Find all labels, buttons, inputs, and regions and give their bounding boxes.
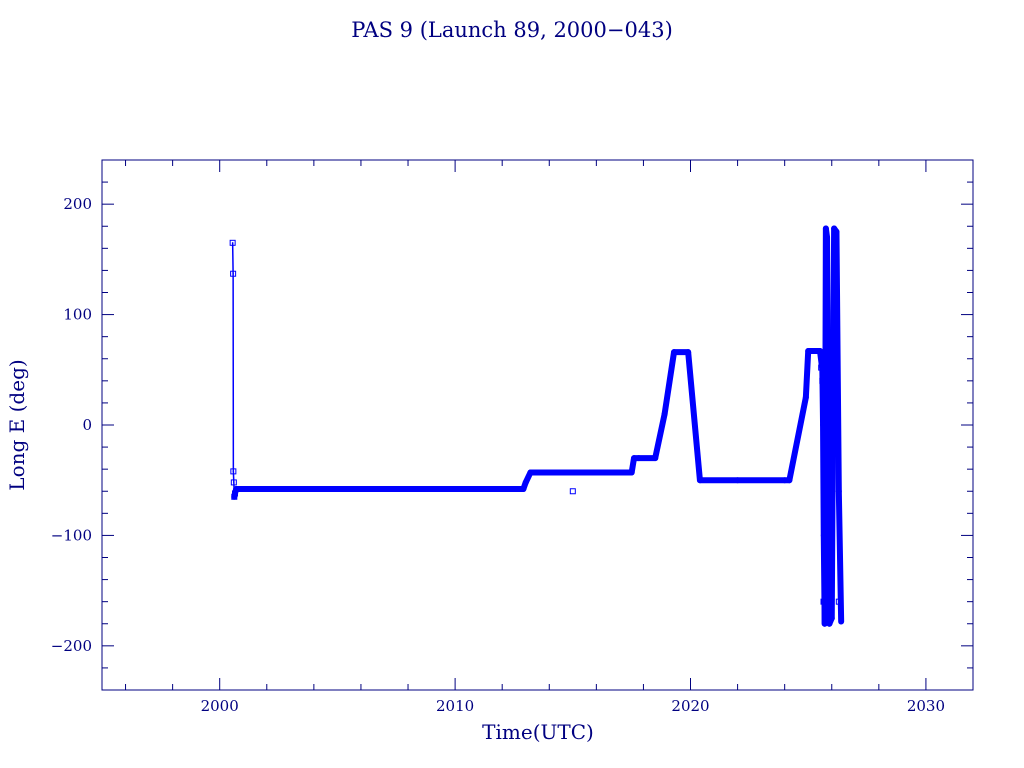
- y-tick-labels: 200 100 0 −100 −200: [51, 195, 92, 655]
- series-point: [230, 468, 237, 475]
- series-point: [569, 488, 576, 495]
- series-point: [230, 270, 237, 277]
- series-point: [231, 493, 238, 500]
- series-point: [820, 598, 827, 605]
- series-segment: [828, 422, 836, 622]
- y-axis-label: Long E (deg): [5, 359, 29, 490]
- x-tick-label: 2020: [671, 697, 709, 715]
- series-segment: [816, 348, 826, 373]
- series-segment: [652, 410, 668, 462]
- x-tick-label: 2030: [907, 697, 945, 715]
- series-group: [229, 225, 845, 627]
- x-axis-label: Time(UTC): [482, 720, 594, 744]
- series-segment: [786, 394, 809, 484]
- series-point: [819, 377, 826, 384]
- x-tick-label: 2010: [436, 697, 474, 715]
- minor-ticks: [102, 159, 974, 691]
- series-segment: [833, 228, 842, 495]
- series-segment: [835, 488, 845, 625]
- x-tick-labels: 2000 2010 2020 2030: [201, 697, 945, 715]
- series-segment: [802, 348, 812, 401]
- series-point: [232, 490, 239, 497]
- series-point: [828, 565, 835, 572]
- chart-title: PAS 9 (Launch 89, 2000−043): [351, 18, 673, 42]
- y-tick-label: −100: [51, 526, 92, 544]
- y-tick-label: 100: [63, 306, 92, 324]
- series-point: [229, 239, 236, 246]
- series-segment: [824, 234, 833, 627]
- series: [229, 225, 845, 627]
- y-tick-label: 0: [82, 416, 92, 434]
- series-point: [230, 479, 237, 486]
- series-point: [835, 598, 842, 605]
- series-segment: [661, 349, 678, 417]
- series-segment: [685, 349, 703, 484]
- x-tick-label: 2000: [201, 697, 239, 715]
- major-ticks: [102, 160, 973, 690]
- series-point: [818, 364, 825, 371]
- y-tick-label: 200: [63, 195, 92, 213]
- y-tick-label: −200: [51, 637, 92, 655]
